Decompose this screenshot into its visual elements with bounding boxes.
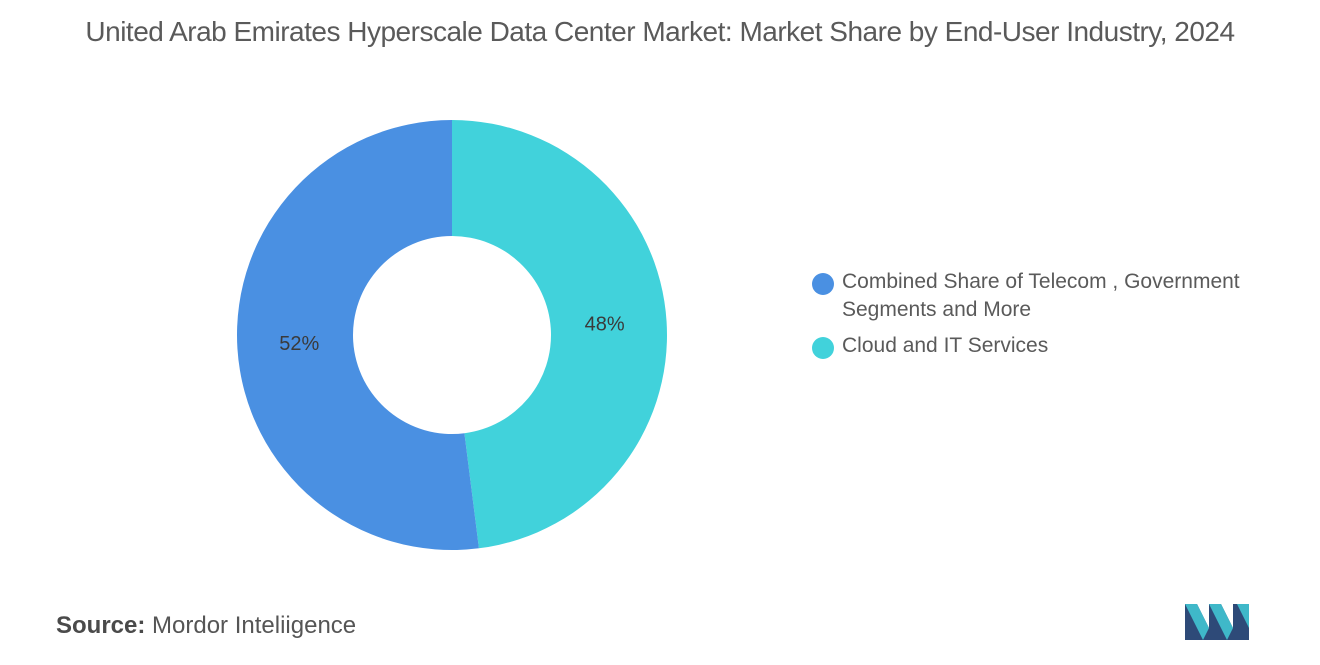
chart-legend: Combined Share of Telecom , Government S… xyxy=(812,268,1292,368)
donut-slice-1[interactable] xyxy=(452,120,668,549)
legend-item-cloud-it-services[interactable]: Cloud and IT Services xyxy=(812,332,1292,360)
source-label: Source: xyxy=(56,612,146,639)
chart-title: United Arab Emirates Hyperscale Data Cen… xyxy=(85,16,1235,47)
mordor-intelligence-logo-icon xyxy=(1185,604,1249,640)
legend-label: Cloud and IT Services xyxy=(842,334,1049,357)
legend-swatch-cyan xyxy=(812,337,834,359)
slice-value-label: 48% xyxy=(585,314,625,336)
donut-slice-0[interactable] xyxy=(237,120,479,550)
legend-swatch-blue xyxy=(812,273,834,295)
legend-item-combined-share[interactable]: Combined Share of Telecom , Government S… xyxy=(812,268,1292,324)
source-value: Mordor Inteliigence xyxy=(152,612,357,639)
legend-label: Combined Share of Telecom , Government S… xyxy=(842,270,1240,321)
source-line: Source: Mordor Inteliigence xyxy=(56,612,356,640)
slice-value-label: 52% xyxy=(279,333,319,355)
